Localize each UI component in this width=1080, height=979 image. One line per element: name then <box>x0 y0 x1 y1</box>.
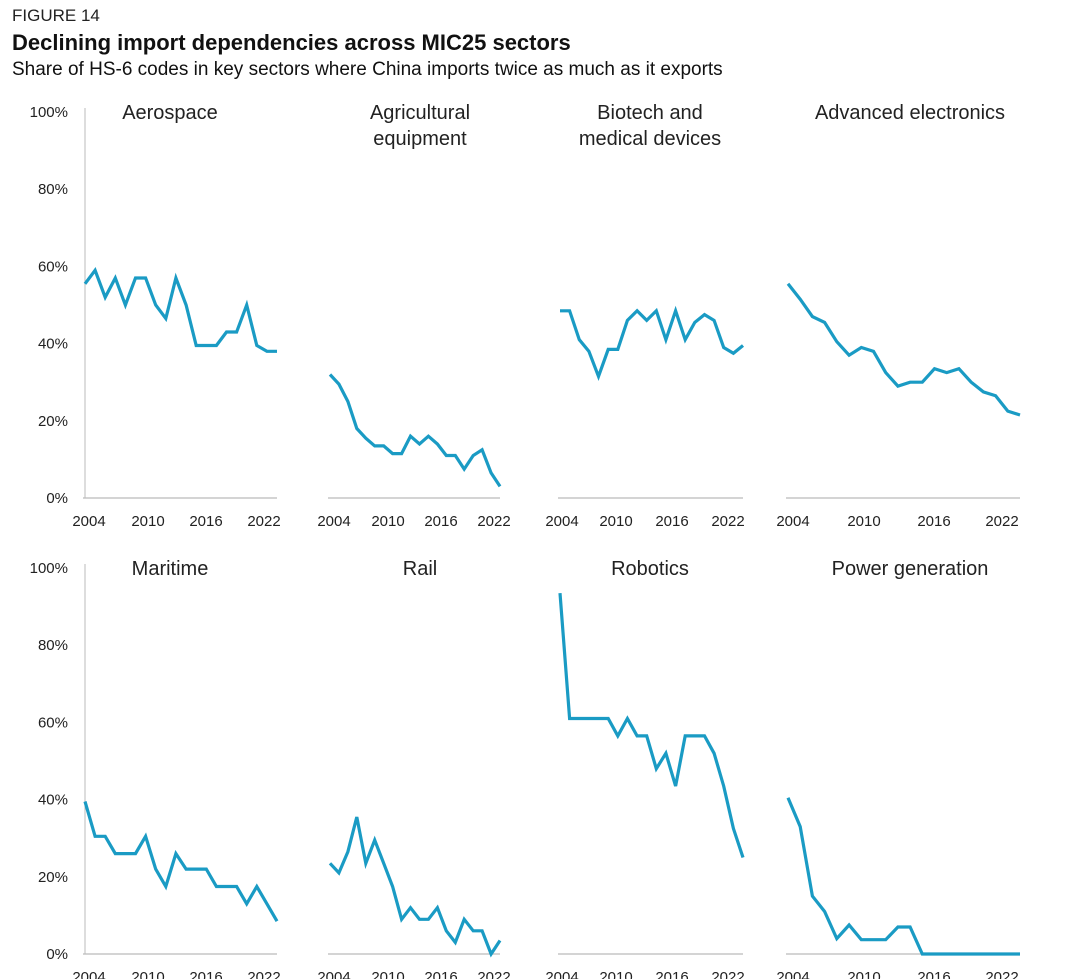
x-tick-label: 2022 <box>985 969 1018 979</box>
x-tick-label: 2010 <box>131 513 164 530</box>
x-tick-label: 2016 <box>655 513 688 530</box>
y-tick-label: 40% <box>38 792 68 809</box>
y-tick-label: 100% <box>30 560 68 577</box>
panel-title-agricultural-equipment: Agricultural equipment <box>370 102 470 150</box>
x-tick-label: 2022 <box>477 969 510 979</box>
x-tick-label: 2022 <box>711 969 744 979</box>
series-line-robotics <box>558 592 745 859</box>
figure-subtitle: Share of HS-6 codes in key sectors where… <box>12 59 723 80</box>
y-tick-label: 80% <box>38 181 68 198</box>
x-tick-label: 2004 <box>545 513 578 530</box>
x-tick-label: 2004 <box>72 513 105 530</box>
panel-title-line: Biotech and <box>597 102 703 124</box>
panel-title-advanced-electronics: Advanced electronics <box>815 102 1005 124</box>
x-tick-label: 2016 <box>917 969 950 979</box>
x-tick-label: 2016 <box>917 513 950 530</box>
x-tick-label: 2004 <box>776 969 809 979</box>
series-line-maritime <box>83 801 279 923</box>
panel-title-power-generation: Power generation <box>832 558 989 580</box>
x-tick-label: 2010 <box>371 969 404 979</box>
x-tick-label: 2010 <box>599 513 632 530</box>
panel-title-biotech-and-medical-devices: Biotech and medical devices <box>579 102 721 150</box>
x-tick-label: 2016 <box>189 969 222 979</box>
x-tick-label: 2016 <box>655 969 688 979</box>
y-tick-label: 60% <box>38 258 68 275</box>
panel-title-line: equipment <box>373 128 467 150</box>
series-line-advanced-electronics <box>786 282 1021 417</box>
x-tick-label: 2010 <box>847 969 880 979</box>
panel-title-line: Advanced electronics <box>815 102 1005 124</box>
x-tick-label: 2016 <box>424 513 457 530</box>
panel-title-aerospace: Aerospace <box>122 102 218 124</box>
x-tick-label: 2004 <box>545 969 578 979</box>
x-tick-label: 2022 <box>985 513 1018 530</box>
x-tick-label: 2010 <box>131 969 164 979</box>
x-tick-label: 2010 <box>371 513 404 530</box>
x-tick-label: 2004 <box>317 513 350 530</box>
x-tick-label: 2010 <box>599 969 632 979</box>
panel-title-maritime: Maritime <box>132 558 209 580</box>
x-tick-label: 2004 <box>317 969 350 979</box>
series-line-power-generation <box>786 797 1020 956</box>
x-tick-label: 2016 <box>424 969 457 979</box>
y-tick-label: 20% <box>38 869 68 886</box>
figure-label: FIGURE 14 <box>12 6 100 25</box>
panel-title-line: Maritime <box>132 558 209 580</box>
y-tick-label: 20% <box>38 413 68 430</box>
x-tick-label: 2016 <box>189 513 222 530</box>
series-line-rail <box>328 816 502 958</box>
series-line-aerospace <box>83 266 277 353</box>
x-tick-label: 2022 <box>247 969 280 979</box>
x-tick-label: 2022 <box>477 513 510 530</box>
panel-title-rail: Rail <box>403 558 437 580</box>
y-tick-label: 0% <box>46 490 68 507</box>
y-tick-label: 100% <box>30 104 68 121</box>
panel-title-line: medical devices <box>579 128 721 150</box>
y-tick-label: 40% <box>38 336 68 353</box>
panel-title-line: Power generation <box>832 558 989 580</box>
y-tick-label: 60% <box>38 714 68 731</box>
series-line-agricultural-equipment <box>328 373 502 488</box>
x-tick-label: 2022 <box>247 513 280 530</box>
y-tick-label: 80% <box>38 637 68 654</box>
panel-title-line: Aerospace <box>122 102 218 124</box>
panel-title-line: Robotics <box>611 558 689 580</box>
y-tick-label: 0% <box>46 946 68 963</box>
figure-title: Declining import dependencies across MIC… <box>12 30 571 55</box>
x-tick-label: 2010 <box>847 513 880 530</box>
x-tick-label: 2022 <box>711 513 744 530</box>
x-tick-label: 2004 <box>776 513 809 530</box>
x-tick-label: 2004 <box>72 969 105 979</box>
panel-title-line: Agricultural <box>370 102 470 124</box>
panel-title-line: Rail <box>403 558 437 580</box>
series-line-biotech-and-medical-devices <box>560 305 745 382</box>
panel-title-robotics: Robotics <box>611 558 689 580</box>
